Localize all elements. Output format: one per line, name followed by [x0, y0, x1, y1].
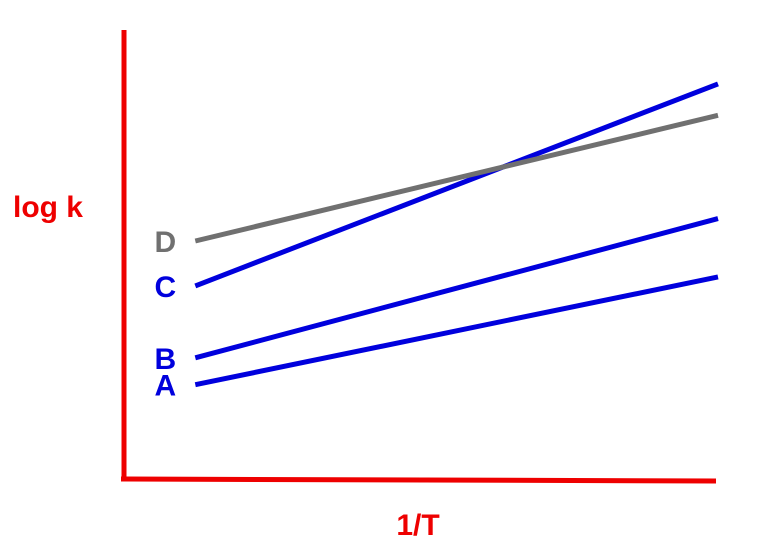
series-label-d: D	[154, 226, 176, 259]
series-label-layer: AB CD	[154, 226, 176, 403]
series-line-d	[194, 112, 719, 244]
series-label-b: B	[154, 343, 176, 376]
series-label-a: A	[154, 370, 176, 403]
x-axis	[120, 476, 717, 484]
y-axis-title: log k	[13, 191, 83, 224]
series-line-b	[194, 216, 719, 361]
series-line-c	[194, 81, 719, 289]
x-axis-title: 1/T	[396, 509, 439, 542]
series-label-c: C	[154, 271, 176, 304]
series-line-a	[194, 274, 719, 388]
series-layer	[194, 81, 719, 388]
